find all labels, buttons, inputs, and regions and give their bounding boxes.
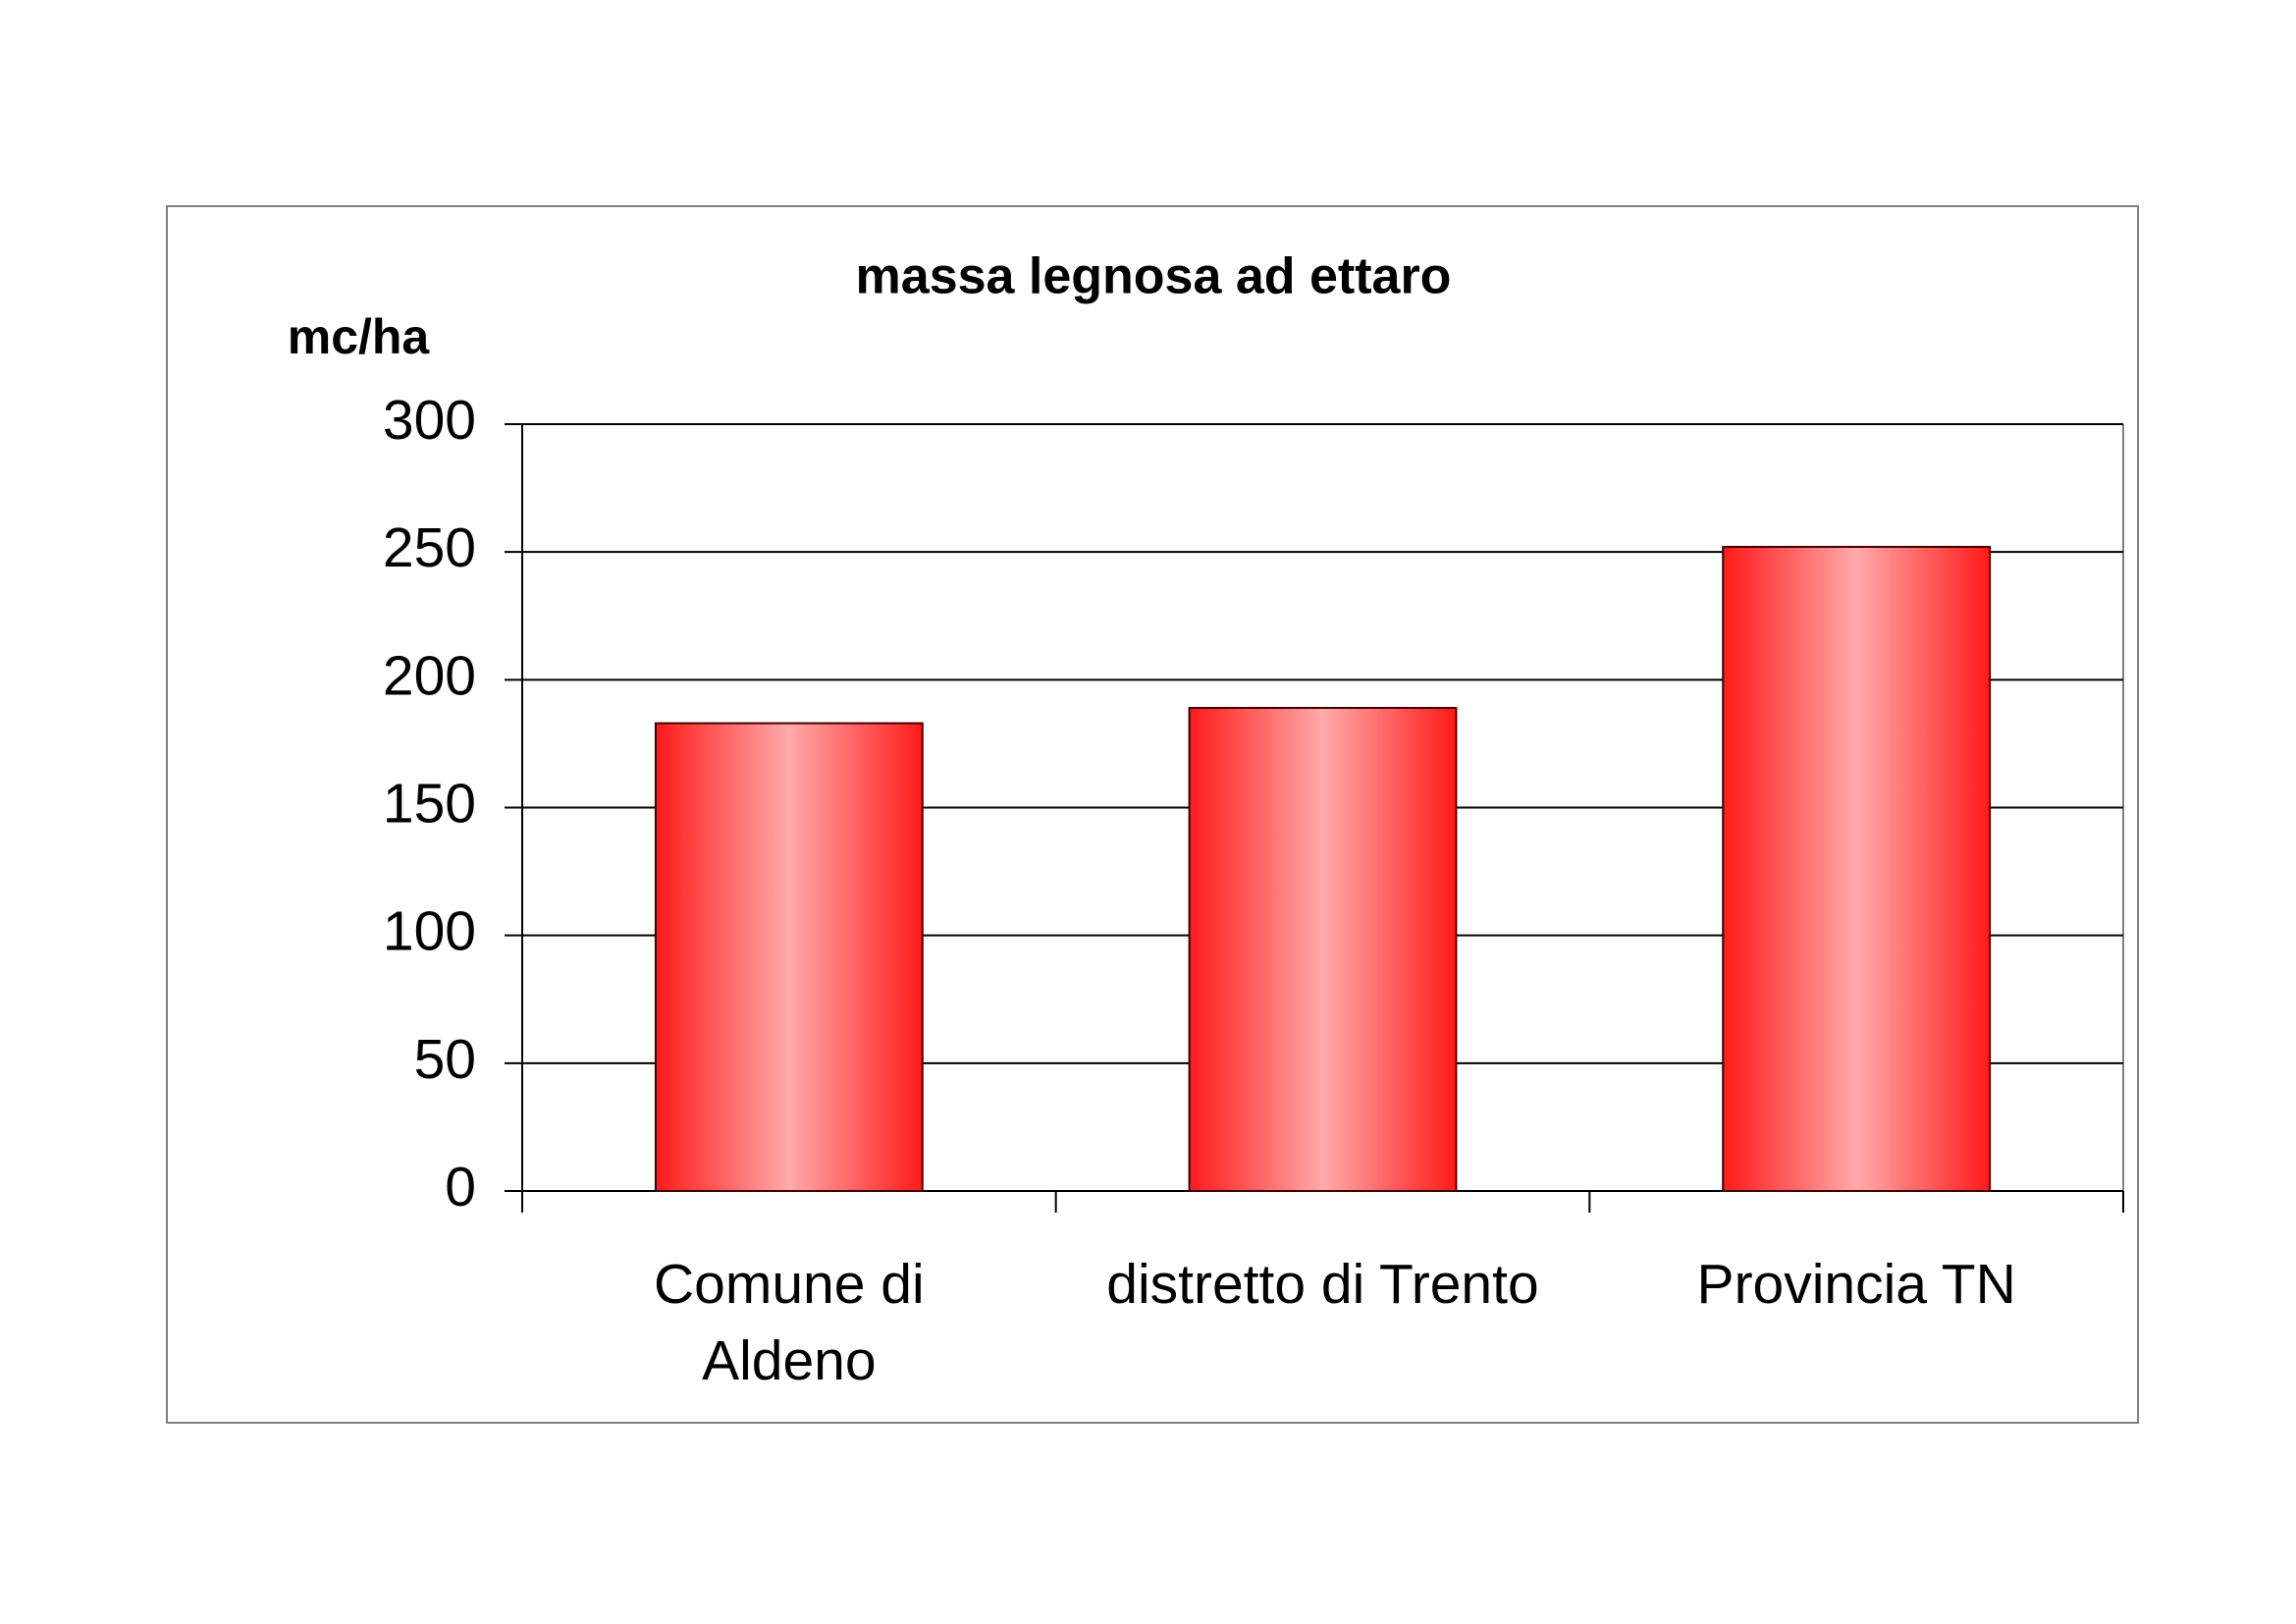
bar [654,722,924,1193]
bar [1188,706,1458,1192]
y-tick-label: 300 [383,389,476,452]
y-tick-label: 200 [383,644,476,707]
y-tick-label: 50 [414,1028,476,1091]
y-tick-label: 100 [383,900,476,963]
chart-title: massa legnosa ad ettaro [856,248,1452,305]
y-tick-label: 150 [383,773,476,836]
y-axis-label: mc/ha [288,309,431,364]
y-tick-label: 0 [445,1156,476,1218]
chart-frame [166,205,2139,1424]
x-tick-label: Comune di Aldeno [654,1253,925,1392]
x-tick-label: Provincia TN [1696,1253,2016,1316]
y-tick-label: 250 [383,516,476,579]
x-tick-label: distretto di Trento [1106,1253,1539,1316]
bar [1722,545,1992,1192]
